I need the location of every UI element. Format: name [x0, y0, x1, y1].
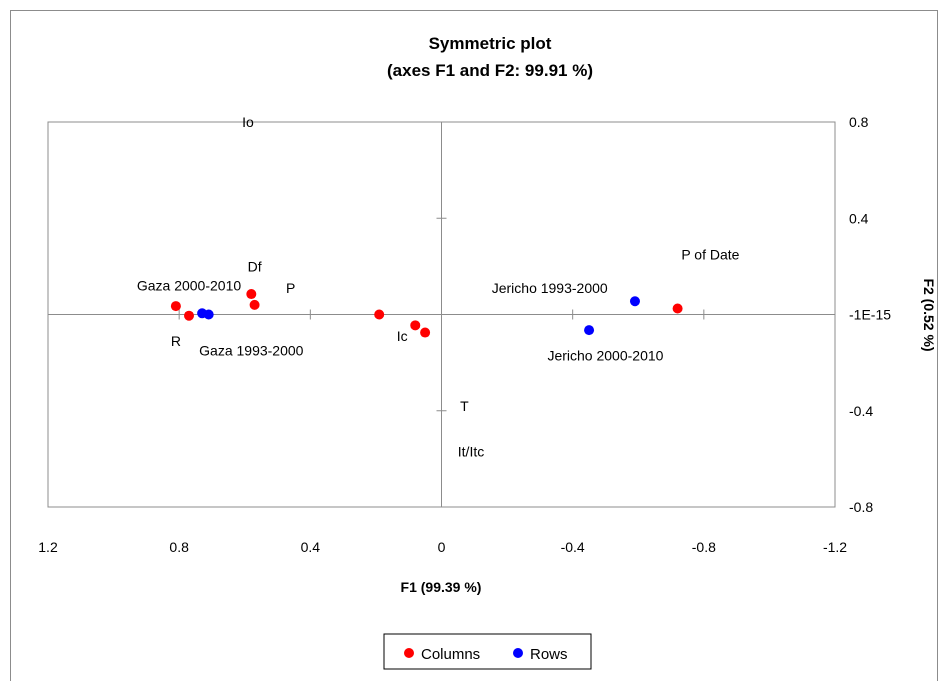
x-tick-label: -1.2 [823, 539, 847, 555]
data-point-columns [246, 289, 257, 300]
point-label: Jericho 2000-2010 [547, 347, 663, 363]
data-point-rows [584, 325, 595, 336]
legend-box [383, 633, 592, 670]
legend-marker-rows [513, 648, 523, 658]
y-axis-title: F2 (0.52 %) [921, 278, 937, 351]
axes [47, 121, 836, 508]
x-tick-label: 0.8 [169, 539, 189, 555]
point-label: Gaza 2000-2010 [137, 278, 242, 294]
x-axis-title: F1 (99.39 %) [401, 579, 482, 595]
x-tick-label: -0.4 [561, 539, 585, 555]
chart-subtitle: (axes F1 and F2: 99.91 %) [387, 61, 593, 80]
point-label: Gaza 1993-2000 [199, 343, 304, 359]
chart-title: Symmetric plot [429, 34, 552, 53]
legend-marker-columns [404, 648, 414, 658]
point-label: It/Itc [458, 444, 484, 460]
y-tick-label: 0.4 [849, 210, 869, 226]
data-point-columns [672, 303, 683, 314]
data-point-columns [249, 299, 260, 310]
point-label: Io [242, 114, 254, 130]
point-label: Ic [397, 328, 408, 344]
legend-label-columns: Columns [421, 646, 480, 663]
point-label: T [460, 398, 469, 414]
x-tick-label: -0.8 [692, 539, 716, 555]
legend: Columns Rows [383, 633, 592, 670]
y-tick-label: 0.8 [849, 114, 869, 130]
data-point-rows [629, 296, 640, 307]
data-point-columns [374, 309, 385, 320]
chart-frame [10, 10, 938, 681]
data-points [170, 289, 683, 338]
data-point-columns [170, 301, 181, 312]
data-point-columns [410, 320, 421, 331]
y-tick-label: -1E-15 [849, 307, 891, 323]
x-tick-label: 0.4 [301, 539, 321, 555]
y-tick-label: -0.4 [849, 403, 873, 419]
point-label: P of Date [681, 246, 739, 262]
point-label: Jericho 1993-2000 [492, 280, 608, 296]
data-point-columns [420, 327, 431, 338]
point-label: P [286, 280, 295, 296]
legend-label-rows: Rows [530, 646, 568, 663]
data-point-rows [203, 309, 214, 320]
y-tick-label: -0.8 [849, 499, 873, 515]
point-label: R [171, 333, 181, 349]
x-tick-label: 0 [438, 539, 446, 555]
x-tick-label: 1.2 [38, 539, 58, 555]
data-point-columns [184, 310, 195, 321]
point-label: Df [248, 258, 262, 274]
point-labels: Io Df Gaza 2000-2010 P R Gaza 1993-2000 Ic T It/… [137, 114, 740, 460]
tick-labels: 1.2 0.8 0.4 0 -0.4 -0.8 -1.2 0.8 0.4 -1E-15 -0.4 -0… [38, 114, 891, 555]
